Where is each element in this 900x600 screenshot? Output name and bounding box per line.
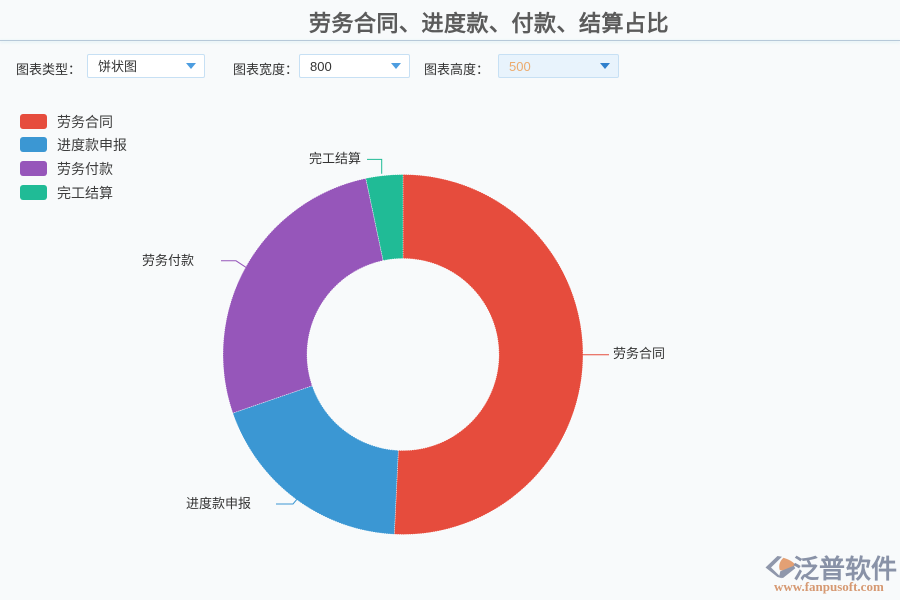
svg-text:www.fanpusoft.com: www.fanpusoft.com bbox=[774, 579, 884, 594]
svg-text:劳务合同: 劳务合同 bbox=[613, 346, 665, 361]
svg-text:进度款申报: 进度款申报 bbox=[186, 496, 251, 511]
svg-text:完工结算: 完工结算 bbox=[309, 151, 361, 166]
svg-text:劳务付款: 劳务付款 bbox=[142, 253, 194, 268]
